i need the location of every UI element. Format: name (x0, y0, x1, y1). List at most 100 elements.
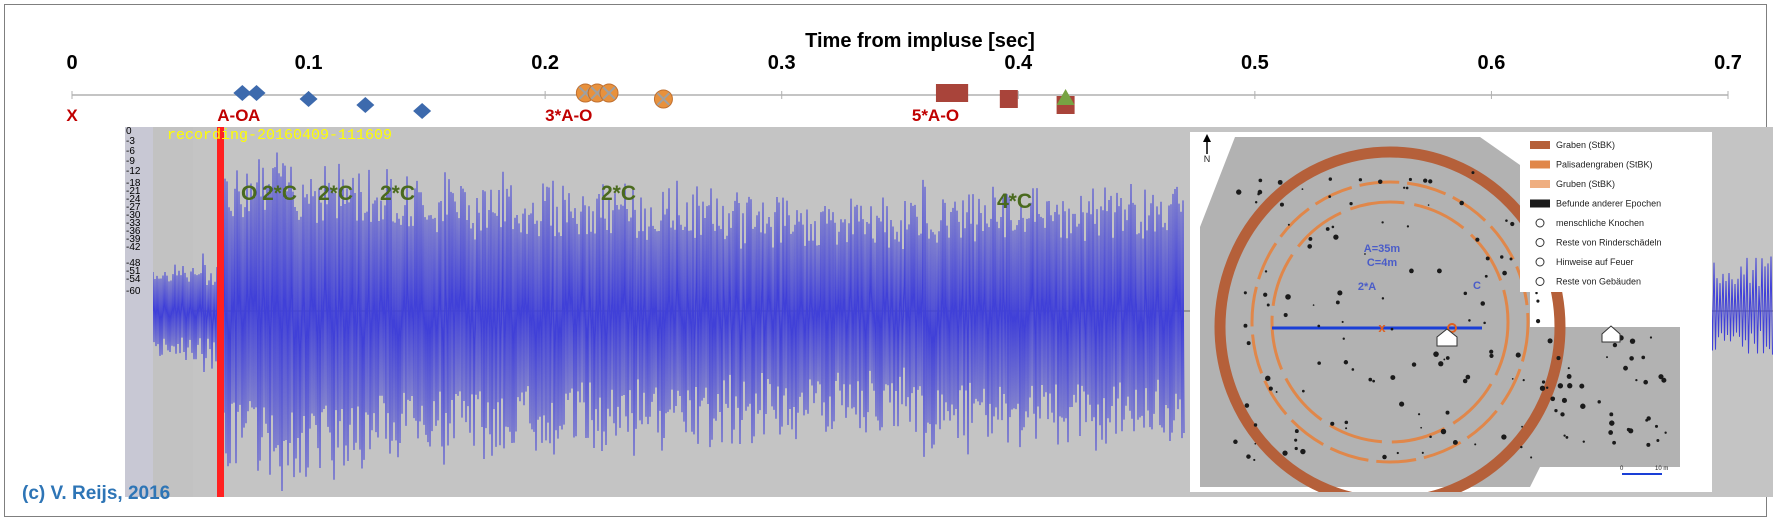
x-tick-label: 0.1 (295, 52, 323, 74)
marker-diamond (299, 91, 318, 107)
feature-dot (1489, 349, 1494, 354)
feature-dot (1641, 355, 1646, 360)
x-axis-title: Time from impluse [sec] (805, 30, 1035, 52)
feature-dot (1612, 342, 1618, 348)
feature-dot (1405, 186, 1409, 190)
feature-dot (1328, 177, 1333, 181)
feature-dot (1409, 268, 1414, 274)
feature-dot (1382, 454, 1387, 460)
feature-dot (1335, 300, 1340, 305)
feature-dot (1656, 439, 1660, 443)
feature-dot (1539, 385, 1546, 391)
palisade-ring-inner (1270, 200, 1510, 444)
db-label: -39 (126, 234, 141, 245)
feature-dot (1349, 202, 1353, 206)
feature-dot (1396, 451, 1399, 455)
feature-dot (1509, 257, 1513, 261)
feature-dot (1629, 338, 1636, 344)
feature-dot (1530, 456, 1533, 459)
feature-dot (1294, 438, 1298, 442)
feature-dot (1557, 383, 1564, 389)
feature-dot (1436, 268, 1442, 274)
feature-dot (1438, 361, 1444, 367)
feature-dot (1474, 443, 1477, 446)
feature-dot (1597, 400, 1601, 404)
feature-dot (1515, 352, 1521, 358)
feature-dot (1646, 442, 1651, 447)
c-label: 2*C (380, 182, 416, 205)
feature-dot (1264, 270, 1268, 273)
feature-dot (1459, 200, 1464, 206)
feature-dot (1423, 178, 1428, 183)
legend-symbol (1535, 238, 1545, 247)
feature-dot (1246, 341, 1251, 346)
legend-label: menschliche Knochen (1556, 218, 1644, 228)
building-icon-2 (1601, 325, 1621, 343)
site-map: x A=35m C=4m 2*A C N Graben (StBK) Palisa… (1190, 132, 1712, 508)
features (1233, 171, 1667, 462)
db-scale: 0 -3 -6 -9 -12 -18 -21 -24 -27 -30 -33 -36 -39 -42 -48… (125, 127, 153, 497)
legend-label: Reste von Gebäuden (1556, 277, 1641, 287)
source-x-marker: x (1378, 320, 1386, 335)
marker-x-circle (653, 89, 673, 109)
feature-dot (1565, 435, 1569, 439)
db-label: -21 (126, 186, 141, 197)
feature-dot (1294, 429, 1299, 434)
map-legend: Graben (StBK) Palisadengraben (StBK) Grube… (1520, 132, 1712, 292)
db-label: -36 (126, 226, 141, 237)
feature-dot (1480, 301, 1486, 306)
feature-dot (1567, 383, 1573, 389)
feature-dot (1505, 219, 1508, 222)
feature-dot (1623, 365, 1628, 371)
feature-dot (1646, 416, 1651, 421)
feature-dot (1628, 428, 1634, 434)
feature-dot (1535, 319, 1541, 324)
feature-dot (1510, 221, 1515, 227)
feature-dot (1465, 374, 1471, 380)
onset-cursor (217, 127, 224, 497)
feature-dot (1500, 255, 1504, 259)
feature-dot (1433, 351, 1439, 357)
feature-dot (1654, 424, 1659, 428)
db-label: -48 (126, 258, 141, 269)
feature-dot (1351, 368, 1355, 371)
marker-layer (233, 83, 1075, 119)
legend-label: Befunde anderer Epochen (1556, 199, 1661, 209)
feature-dot (1475, 237, 1480, 242)
feature-dot (1364, 253, 1366, 255)
feature-dot (1265, 375, 1271, 382)
feature-dot (1390, 327, 1394, 331)
feature-dot (1277, 179, 1283, 185)
feature-dot (1563, 434, 1566, 437)
feature-dot (1307, 244, 1313, 249)
feature-dot (1275, 391, 1278, 393)
feature-dot (1253, 423, 1258, 427)
palisade-ring-outer (1250, 180, 1530, 464)
feature-dot (1420, 426, 1423, 429)
feature-dot (1301, 188, 1304, 190)
db-label: 0 (126, 126, 132, 137)
feature-dot (1368, 377, 1373, 382)
feature-dot (1317, 361, 1321, 365)
feature-dot (1325, 227, 1330, 231)
feature-dot (1300, 448, 1306, 455)
feature-dot (1285, 294, 1291, 300)
feature-dot (1661, 377, 1667, 383)
feature-dot (1545, 386, 1549, 389)
feature-dot (1345, 427, 1348, 430)
c-label: 2*C (262, 182, 298, 205)
db-label: -33 (126, 218, 141, 229)
feature-dot (1236, 189, 1242, 195)
feature-dot (1556, 356, 1561, 361)
feature-dot (1554, 409, 1558, 413)
feature-dot (1287, 223, 1290, 226)
db-label: -60 (126, 286, 141, 297)
feature-dot (1330, 421, 1335, 426)
legend-symbol (1535, 257, 1545, 267)
legend-box (1520, 132, 1712, 292)
x-tick-label: 0.2 (531, 52, 559, 74)
feature-dot (1378, 179, 1383, 184)
legend-label: Reste von Rinderschädeln (1556, 238, 1662, 248)
feature-dot (1535, 291, 1538, 295)
timeline-chart: Time from impluse [sec] 0 0.1 0.2 0.3 0.4 0.5… (66, 30, 1742, 125)
